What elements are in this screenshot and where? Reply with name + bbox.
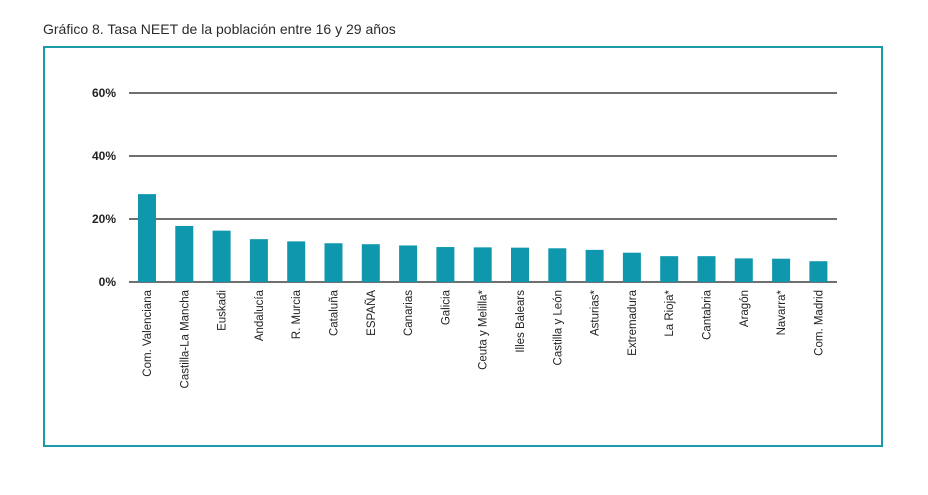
bar-chart: 0% 20% 40% 60% Com. Valenciana Castilla-La M… — [92, 86, 837, 388]
bar — [809, 261, 828, 282]
x-category-label: Castilla y León — [552, 290, 564, 365]
bar — [734, 258, 753, 282]
x-category-label: Castilla-La Mancha — [179, 289, 191, 388]
bar — [473, 247, 492, 282]
chart-title: Gráfico 8. Tasa NEET de la población ent… — [43, 21, 396, 37]
x-category-label: Cantabria — [702, 289, 714, 339]
bar — [175, 225, 194, 282]
y-tick-label: 60% — [92, 86, 116, 100]
bar — [361, 244, 380, 282]
x-category-label: Ceuta y Melilla* — [478, 289, 490, 369]
bar — [622, 252, 641, 282]
y-tick-label: 20% — [92, 212, 116, 226]
x-category-label: Navarra* — [776, 289, 788, 335]
bar — [772, 258, 791, 282]
x-category-label: Cataluña — [329, 289, 341, 336]
x-category-label: Com. Madrid — [813, 290, 825, 356]
bars — [138, 194, 828, 282]
bar — [399, 245, 418, 282]
bar — [511, 247, 529, 282]
bar — [697, 256, 716, 282]
bar — [660, 256, 679, 282]
bar — [212, 230, 231, 282]
x-category-label: Extremadura — [627, 289, 639, 355]
y-tick-label: 40% — [92, 149, 116, 163]
x-category-label: R. Murcia — [291, 289, 303, 339]
x-category-label: Aragón — [739, 290, 751, 327]
x-category-label: Asturias* — [590, 289, 602, 336]
x-category-label: ESPAÑA — [365, 290, 378, 336]
bar — [138, 194, 156, 282]
x-category-label: Galicia — [440, 289, 452, 325]
chart-frame: 0% 20% 40% 60% Com. Valenciana Castilla-La M… — [43, 46, 883, 447]
bar — [585, 249, 604, 282]
x-category-label: Andalucía — [254, 289, 266, 341]
x-category-label: Canarias — [403, 290, 415, 336]
x-category-label: Com. Valenciana — [142, 289, 154, 376]
bar — [548, 248, 567, 282]
bar — [249, 239, 268, 282]
bar — [287, 241, 306, 282]
x-axis-labels: Com. Valenciana Castilla-La Mancha Euskadi… — [142, 289, 825, 388]
x-category-label: La Rioja* — [664, 289, 676, 336]
bar — [436, 247, 455, 282]
x-category-label: Illes Balears — [515, 290, 527, 353]
y-axis-ticks: 0% 20% 40% 60% — [92, 86, 116, 289]
bar — [324, 243, 343, 282]
y-tick-label: 0% — [99, 275, 117, 289]
x-category-label: Euskadi — [217, 290, 229, 331]
